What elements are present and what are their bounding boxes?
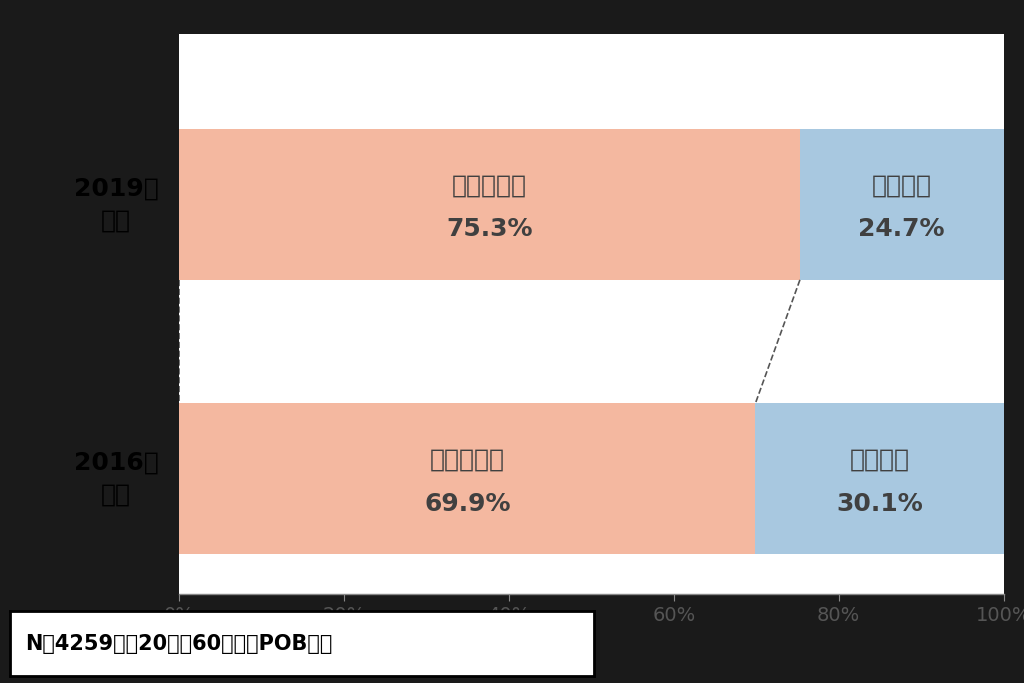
Text: 69.9%: 69.9% <box>424 492 511 516</box>
Text: 知らない: 知らない <box>850 447 909 472</box>
Bar <box>179 129 800 280</box>
Bar <box>179 404 756 555</box>
Text: N＝4259名、20代～60代男女POB会員: N＝4259名、20代～60代男女POB会員 <box>25 634 332 654</box>
Text: 知っている: 知っている <box>430 447 505 472</box>
Text: 知っている: 知っている <box>452 173 527 197</box>
Text: 2016年
調査: 2016年 調査 <box>74 451 159 507</box>
Text: 30.1%: 30.1% <box>836 492 923 516</box>
Bar <box>756 404 1004 555</box>
Text: 知らない: 知らない <box>871 173 932 197</box>
Bar <box>800 129 1004 280</box>
Text: 2019年
調査: 2019年 調査 <box>74 177 159 232</box>
Text: 75.3%: 75.3% <box>446 217 532 241</box>
Text: 24.7%: 24.7% <box>858 217 945 241</box>
